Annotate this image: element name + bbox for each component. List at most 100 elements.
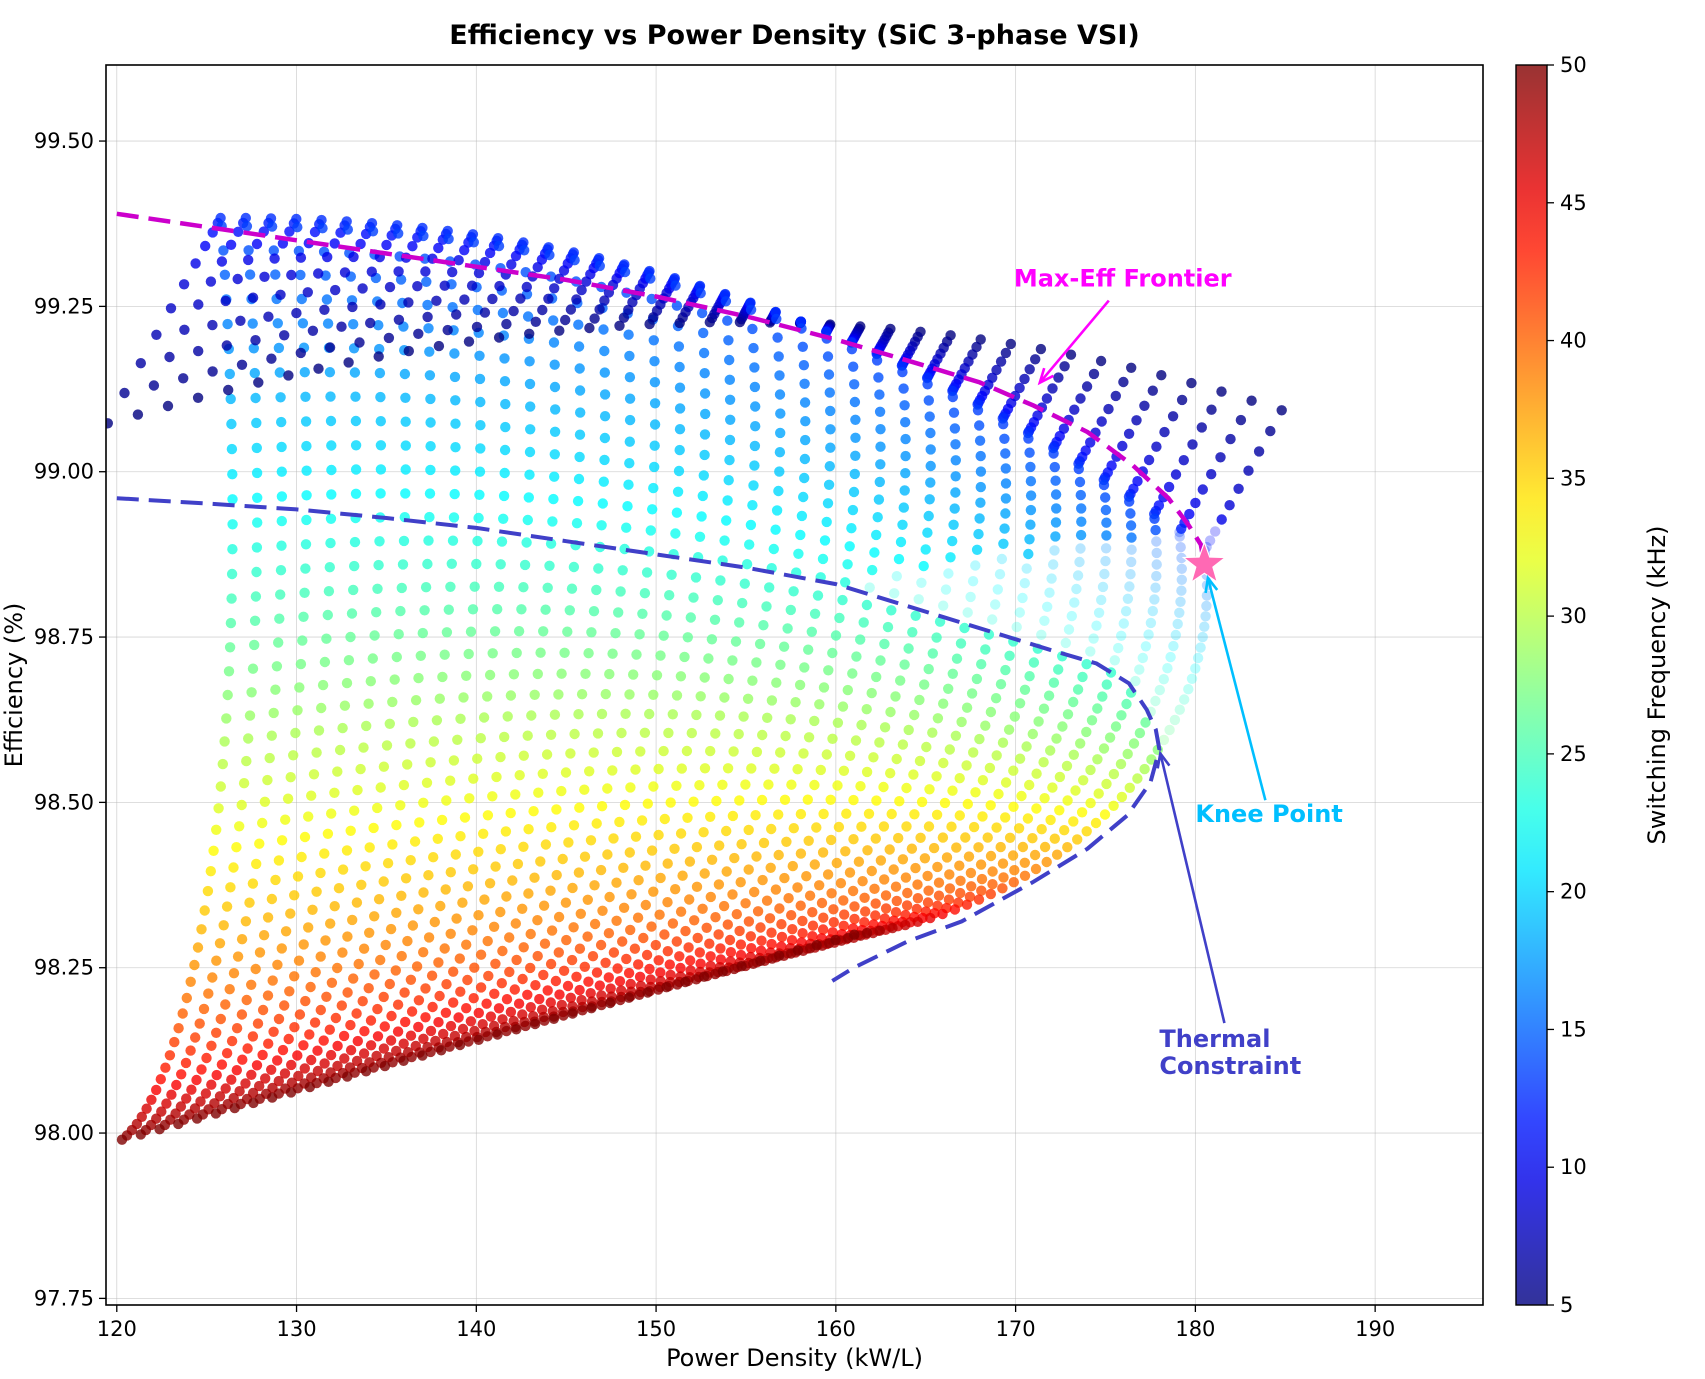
design-point: [884, 844, 895, 855]
design-point: [343, 357, 354, 368]
design-point: [589, 918, 601, 930]
design-point: [1164, 724, 1175, 736]
design-point: [201, 1052, 212, 1064]
design-point: [453, 255, 464, 266]
design-point: [817, 553, 829, 565]
design-point: [594, 980, 605, 991]
design-point: [954, 860, 965, 871]
design-point: [1210, 526, 1221, 537]
design-point: [444, 1041, 455, 1052]
design-point: [724, 434, 736, 446]
design-point: [226, 418, 237, 430]
design-point: [482, 810, 494, 821]
design-point: [809, 608, 821, 619]
design-point: [315, 867, 326, 879]
design-point: [200, 1088, 212, 1099]
design-point: [918, 560, 929, 572]
design-point: [339, 1053, 350, 1064]
design-point: [191, 1074, 202, 1086]
design-point: [818, 682, 830, 693]
design-point: [161, 1098, 172, 1109]
design-point: [1126, 544, 1137, 555]
design-point: [655, 967, 666, 978]
design-point: [1030, 863, 1042, 875]
design-point: [442, 324, 453, 336]
design-point: [675, 671, 687, 682]
design-point: [769, 763, 780, 774]
design-point: [540, 839, 552, 850]
design-point: [765, 862, 776, 873]
design-point: [745, 931, 756, 942]
design-point: [491, 771, 502, 783]
design-point: [674, 382, 686, 393]
design-point: [375, 299, 386, 310]
design-point: [1131, 415, 1142, 426]
design-point: [413, 995, 425, 1006]
design-point: [553, 911, 565, 923]
design-point: [195, 1096, 206, 1107]
design-point: [1093, 607, 1105, 618]
colorbar-tick-label: 10: [1560, 1155, 1587, 1179]
y-tick-label: 99.25: [34, 294, 94, 318]
design-point: [880, 890, 892, 901]
design-point: [991, 364, 1002, 376]
design-point: [240, 916, 252, 927]
design-point: [950, 455, 961, 466]
design-point: [378, 991, 389, 1003]
design-point: [372, 583, 383, 594]
design-point: [363, 983, 374, 994]
design-point: [955, 638, 967, 649]
design-point: [749, 362, 760, 373]
design-point: [772, 332, 783, 343]
design-point: [459, 245, 470, 256]
design-point: [534, 993, 545, 1005]
design-point: [803, 732, 815, 743]
design-point: [160, 1062, 171, 1073]
design-point: [677, 870, 688, 881]
design-point: [654, 909, 665, 920]
design-point: [423, 870, 434, 881]
design-point: [912, 879, 923, 890]
design-point: [321, 991, 332, 1002]
design-point: [321, 633, 332, 644]
design-point: [1072, 834, 1083, 845]
design-point: [539, 1015, 550, 1026]
design-point: [290, 727, 301, 739]
design-point: [495, 906, 506, 918]
design-point: [1088, 368, 1100, 380]
design-point: [785, 604, 796, 616]
design-point: [513, 998, 525, 1009]
design-point: [705, 811, 716, 822]
design-point: [655, 650, 666, 661]
design-point: [755, 955, 766, 967]
design-point: [830, 630, 842, 641]
design-point: [452, 734, 463, 745]
design-point: [962, 607, 973, 618]
design-point: [734, 617, 745, 628]
design-point: [437, 671, 448, 683]
design-point: [1069, 404, 1080, 415]
design-point: [619, 266, 631, 278]
design-point: [326, 808, 337, 819]
x-tick-label: 120: [97, 1317, 137, 1341]
design-point: [266, 730, 277, 741]
design-point: [1098, 479, 1110, 491]
design-point: [897, 739, 909, 750]
design-point: [461, 939, 472, 950]
design-point: [944, 869, 955, 880]
design-point: [617, 936, 628, 947]
design-point: [1139, 763, 1150, 775]
design-point: [294, 1009, 306, 1020]
design-point: [565, 992, 576, 1003]
design-point: [742, 693, 754, 704]
design-point: [442, 225, 453, 237]
design-point: [378, 1043, 390, 1054]
design-point: [1101, 530, 1112, 541]
design-point: [655, 872, 666, 884]
design-point: [269, 253, 280, 264]
design-point: [948, 407, 960, 418]
design-point: [399, 987, 410, 998]
design-point: [1000, 347, 1012, 359]
design-point: [1174, 704, 1186, 715]
design-point: [439, 943, 450, 954]
